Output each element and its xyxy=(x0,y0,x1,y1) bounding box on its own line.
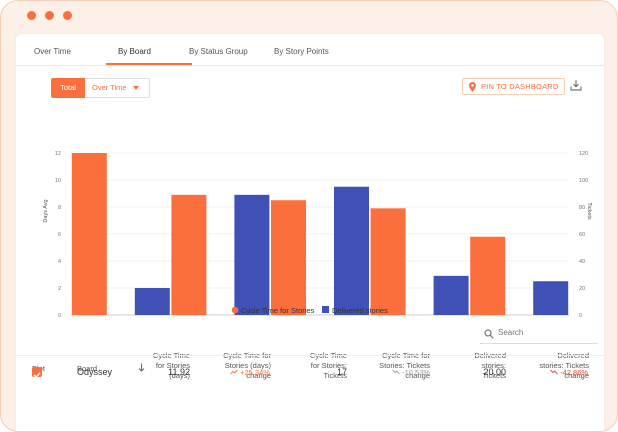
tab-bar: Over Time By Board By Status Group By St… xyxy=(16,34,604,66)
y-tick-label-left: 12 xyxy=(55,151,61,157)
cell-delivered-change: -42.86% xyxy=(550,368,588,377)
cell-ct-tickets-change: -10.53% xyxy=(392,368,430,377)
legend-label-cycle-time: Cycle Time for Stories xyxy=(241,306,315,315)
y-tick-label-left: 2 xyxy=(58,286,61,292)
y-tick-label-right: 120 xyxy=(579,151,588,157)
pin-to-dashboard-label: PIN TO DASHBOARD xyxy=(481,82,559,91)
plot-checkbox[interactable] xyxy=(32,367,42,377)
bar-cycle-time xyxy=(72,153,107,315)
table-divider xyxy=(16,355,604,356)
pin-to-dashboard-button[interactable]: PIN TO DASHBOARD xyxy=(462,78,565,95)
app-frame: Over Time By Board By Status Group By St… xyxy=(0,0,618,432)
bar-cycle-time xyxy=(171,195,206,315)
bar-delivered xyxy=(533,281,568,315)
y-tick-label-right: 20 xyxy=(579,286,585,292)
chevron-down-icon xyxy=(133,86,139,90)
bar-cycle-time xyxy=(271,200,306,315)
legend-label-delivered: Delivered stories xyxy=(332,306,388,315)
cell-ct-change: +25.34% xyxy=(230,368,270,377)
bar-cycle-time xyxy=(470,237,505,315)
cell-board: Odyssey xyxy=(77,367,112,377)
window-dot-orange xyxy=(45,11,54,20)
tab-by-status-group[interactable]: By Status Group xyxy=(189,47,248,56)
y-tick-label-left: 10 xyxy=(55,178,61,184)
bar-delivered xyxy=(135,288,170,315)
chart-legend: Cycle Time for Stories Delivered stories xyxy=(232,306,388,315)
pin-icon xyxy=(469,82,476,92)
tab-by-board[interactable]: By Board xyxy=(118,47,151,56)
y-axis-label-right: Tickets xyxy=(586,202,592,219)
header-ct-tickets-change-line1: Cycle Time for xyxy=(358,351,430,361)
y-tick-label-left: 6 xyxy=(58,232,61,238)
y-tick-label-left: 4 xyxy=(58,259,61,265)
legend-marker-cycle-time xyxy=(232,307,239,314)
active-tab-indicator xyxy=(106,63,192,65)
window-dot-yellow xyxy=(63,11,72,20)
cell-cycle-time: 11.92 xyxy=(140,367,190,377)
tab-over-time[interactable]: Over Time xyxy=(34,47,71,56)
search-icon xyxy=(484,329,494,339)
search-input[interactable] xyxy=(498,328,593,337)
y-tick-label-right: 60 xyxy=(579,232,585,238)
y-axis-label-left: Days Avg xyxy=(43,199,49,222)
cell-ct-change-value: +25.34% xyxy=(240,368,270,377)
over-time-dropdown-label: Over Time xyxy=(92,83,127,92)
window-dot-red xyxy=(27,11,36,20)
check-icon xyxy=(32,370,42,380)
tab-by-story-points[interactable]: By Story Points xyxy=(274,47,329,56)
header-cycle-time-line1: Cycle Time xyxy=(140,351,190,361)
cell-ct-tickets-change-value: -10.53% xyxy=(402,368,430,377)
bar-delivered xyxy=(334,187,369,315)
over-time-dropdown[interactable]: Over Time xyxy=(85,78,150,98)
y-tick-label-left: 8 xyxy=(58,205,61,211)
legend-marker-delivered xyxy=(322,306,329,313)
trend-up-icon xyxy=(230,369,238,375)
header-delivered-change-line1: Delivered xyxy=(521,351,589,361)
cell-ct-tickets: 17 xyxy=(297,367,347,377)
header-ct-tickets-line1: Cycle Time xyxy=(286,351,347,361)
bar-delivered xyxy=(434,276,469,315)
bar-cycle-time xyxy=(371,208,406,315)
search-box[interactable] xyxy=(480,325,598,344)
cell-delivered: 20.00 xyxy=(456,367,506,377)
y-tick-label-right: 100 xyxy=(579,178,588,184)
trend-down-icon xyxy=(550,369,558,375)
y-tick-label-right: 40 xyxy=(579,259,585,265)
download-icon[interactable] xyxy=(570,80,582,91)
bar-delivered xyxy=(234,195,269,315)
y-tick-label-right: 80 xyxy=(579,205,585,211)
total-toggle-button[interactable]: Total xyxy=(51,78,85,98)
trend-down-icon xyxy=(392,369,400,375)
cell-delivered-change-value: -42.86% xyxy=(560,368,588,377)
header-ct-change-line1: Cycle Time for xyxy=(196,351,271,361)
y-tick-label-right: 0 xyxy=(579,313,582,319)
header-delivered-line1: Delivered xyxy=(446,351,506,361)
y-tick-label-left: 0 xyxy=(58,313,61,319)
